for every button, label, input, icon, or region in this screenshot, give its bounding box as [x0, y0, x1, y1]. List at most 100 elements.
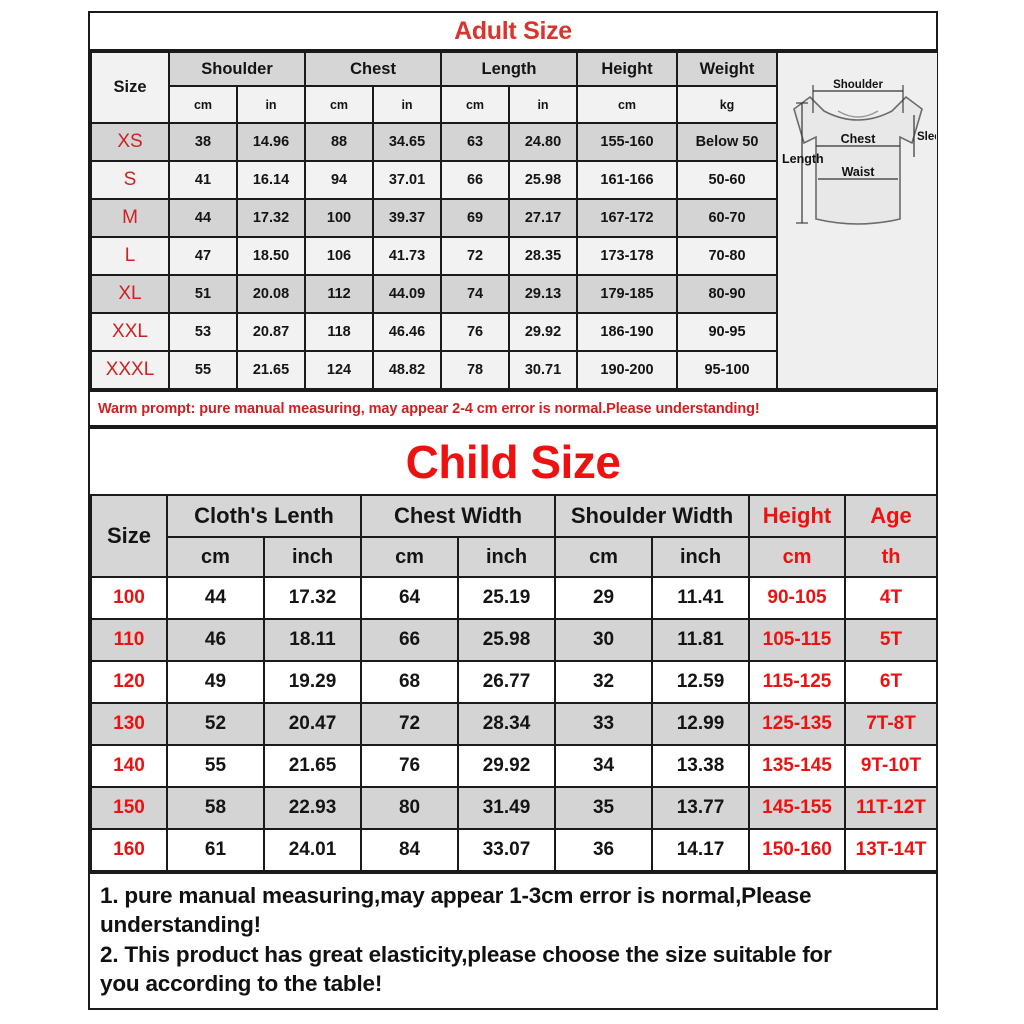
adult-cell: 72: [440, 236, 511, 276]
table-row: 160 61 24.01 84 33.07 36 14.17 150-160 1…: [90, 828, 939, 872]
child-age: 13T-14T: [844, 828, 939, 872]
adult-size-table: Size Shoulder Chest Length Height Weight: [90, 51, 938, 390]
adult-cell: 90-95: [676, 312, 779, 352]
child-cell: 34: [554, 744, 654, 788]
adult-header-chest: Chest: [304, 51, 443, 87]
child-unit-chest-inch: inch: [457, 536, 557, 578]
child-size-label: 100: [90, 576, 168, 620]
child-cell: 55: [166, 744, 265, 788]
child-height: 145-155: [748, 786, 847, 830]
adult-size-label: XL: [90, 274, 170, 314]
child-cell: 28.34: [457, 702, 557, 746]
table-row: 110 46 18.11 66 25.98 30 11.81 105-115 5…: [90, 618, 939, 662]
child-size-label: 130: [90, 702, 168, 746]
note-line: understanding!: [100, 912, 261, 938]
adult-cell: 51: [168, 274, 238, 314]
adult-cell: 112: [304, 274, 375, 314]
adult-size-label: L: [90, 236, 170, 276]
table-row: 140 55 21.65 76 29.92 34 13.38 135-145 9…: [90, 744, 939, 788]
adult-cell: 155-160: [576, 122, 679, 162]
adult-header-row-main: Size Shoulder Chest Length Height Weight: [90, 51, 938, 390]
child-height: 105-115: [748, 618, 847, 662]
child-cell: 31.49: [457, 786, 557, 830]
child-size-label: 120: [90, 660, 168, 704]
adult-header-weight: Weight: [676, 51, 779, 87]
adult-header-size: Size: [90, 51, 170, 124]
child-height: 115-125: [748, 660, 847, 704]
tshirt-label-waist: Waist: [841, 165, 875, 179]
child-cell: 12.59: [651, 660, 751, 704]
adult-cell: 100: [304, 198, 375, 238]
adult-size-label: XXXL: [90, 350, 170, 390]
footer-notes: 1. pure manual measuring,may appear 1-3c…: [90, 872, 936, 1008]
adult-header-row-units: cm in cm in cm in cm kg: [91, 85, 937, 124]
child-size-label: 150: [90, 786, 168, 830]
adult-cell: 41: [168, 160, 238, 200]
adult-cell: 46.46: [372, 312, 443, 352]
adult-cell: 76: [440, 312, 511, 352]
child-header-chest-width: Chest Width: [360, 494, 557, 538]
child-size-label: 140: [90, 744, 168, 788]
adult-cell: 70-80: [676, 236, 779, 276]
warm-prompt-text: Warm prompt: pure manual measuring, may …: [98, 400, 760, 417]
child-header-age: Age: [844, 494, 939, 538]
child-unit-length-cm: cm: [166, 536, 265, 578]
child-header-size: Size: [90, 494, 168, 578]
adult-cell: 30.71: [508, 350, 579, 390]
child-cell: 36: [554, 828, 654, 872]
child-cell: 72: [360, 702, 460, 746]
child-unit-shoulder-cm: cm: [554, 536, 654, 578]
child-cell: 20.47: [262, 702, 363, 746]
child-cell: 33: [554, 702, 654, 746]
note-line: 1. pure manual measuring,may appear 1-3c…: [100, 883, 812, 908]
child-cell: 19.29: [262, 660, 363, 704]
child-cell: 11.41: [651, 576, 751, 620]
adult-cell: 17.32: [235, 198, 307, 238]
adult-cell: 25.98: [508, 160, 579, 200]
tshirt-label-shoulder: Shoulder: [833, 79, 883, 91]
child-cell: 13.77: [651, 786, 751, 830]
child-age: 7T-8T: [844, 702, 939, 746]
adult-cell: 27.17: [508, 198, 579, 238]
adult-cell: 21.65: [235, 350, 307, 390]
adult-cell: 88: [304, 122, 375, 162]
child-age: 6T: [844, 660, 939, 704]
adult-cell: 78: [440, 350, 511, 390]
child-size-section: Child Size Size Cloth's Lenth Chest Widt…: [88, 427, 939, 1010]
tshirt-label-sleeves: Sleeves: [917, 131, 936, 143]
adult-cell: 74: [440, 274, 511, 314]
child-size-label: 160: [90, 828, 168, 872]
child-unit-chest-cm: cm: [360, 536, 460, 578]
child-cell: 44: [166, 576, 265, 620]
tshirt-illustration: Shoulder Sleeves Chest Waist: [782, 79, 936, 225]
child-unit-height-cm: cm: [748, 536, 847, 578]
adult-unit-length-cm: cm: [440, 85, 511, 124]
tshirt-diagram: Shoulder Sleeves Chest Waist: [778, 53, 937, 388]
adult-cell: 41.73: [372, 236, 443, 276]
adult-title-row: Adult Size: [90, 13, 936, 51]
child-cell: 29.92: [457, 744, 557, 788]
note-line: you according to the table!: [100, 970, 383, 996]
adult-cell: 124: [304, 350, 375, 390]
child-cell: 84: [360, 828, 460, 872]
adult-cell: 38: [168, 122, 238, 162]
adult-cell: 47: [168, 236, 238, 276]
child-cell: 80: [360, 786, 460, 830]
child-age: 4T: [844, 576, 939, 620]
adult-unit-shoulder-in: in: [235, 85, 307, 124]
adult-unit-height-cm: cm: [576, 85, 679, 124]
adult-cell: 80-90: [676, 274, 779, 314]
adult-cell: Below 50: [676, 122, 779, 162]
adult-cell: 167-172: [576, 198, 679, 238]
adult-cell: 28.35: [508, 236, 579, 276]
adult-size-label: S: [90, 160, 170, 200]
child-cell: 11.81: [651, 618, 751, 662]
child-unit-age-th: th: [844, 536, 939, 578]
child-cell: 25.19: [457, 576, 557, 620]
child-unit-shoulder-inch: inch: [651, 536, 751, 578]
adult-cell: 60-70: [676, 198, 779, 238]
adult-cell: 55: [168, 350, 238, 390]
child-cell: 21.65: [262, 744, 363, 788]
child-cell: 24.01: [262, 828, 363, 872]
child-cell: 22.93: [262, 786, 363, 830]
